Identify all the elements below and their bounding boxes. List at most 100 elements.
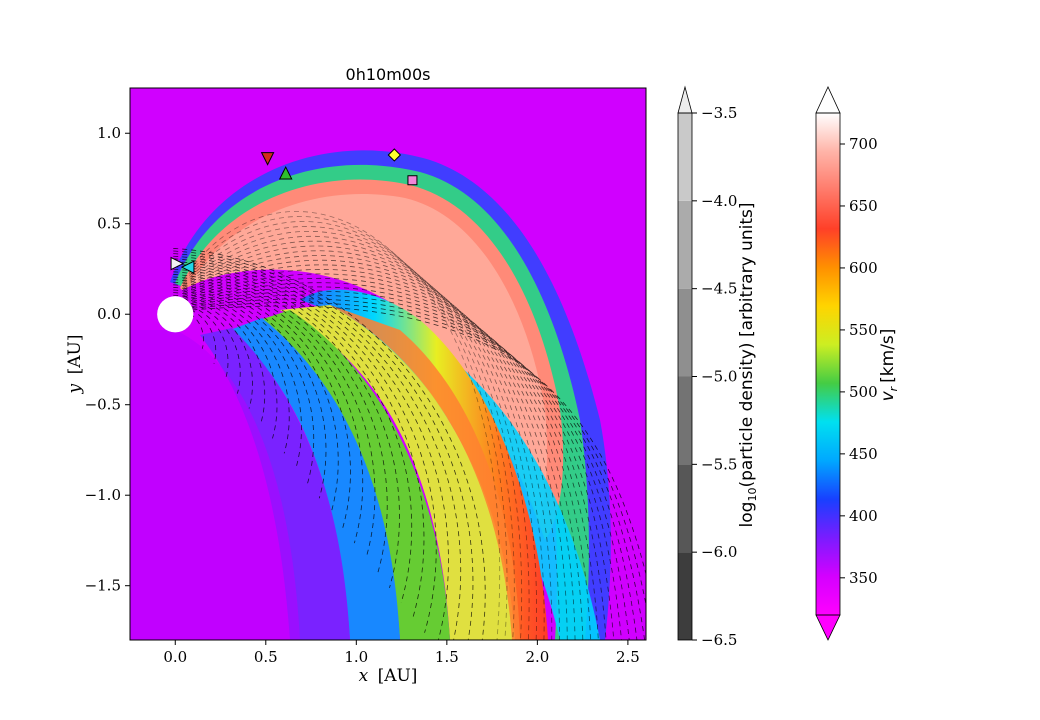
density-level-swatch [678, 376, 692, 465]
field-line [173, 253, 462, 640]
field-line [173, 289, 290, 454]
field-line [173, 300, 241, 394]
velocity-tick-label: 600 [849, 259, 878, 277]
density-tick-label: −4.5 [701, 280, 737, 298]
x-tick-label: 0.0 [163, 648, 187, 666]
density-tick-label: −5.5 [701, 455, 737, 473]
field-line-spiral [183, 294, 638, 640]
obs-cyan-marker [180, 260, 195, 274]
field-line [173, 266, 400, 589]
x-tick-label: 2.5 [616, 648, 640, 666]
density-colorbar-label: log10(particle density) [arbitrary units… [737, 203, 759, 528]
velocity-label-var: v [878, 390, 898, 401]
density-label-base: log [737, 502, 757, 528]
field-line-spiral [182, 211, 501, 640]
field-line-spiral [182, 231, 530, 640]
field-line [173, 279, 339, 514]
velocity-tick-label: 450 [849, 445, 878, 463]
field-line [173, 281, 327, 499]
chart-title: 0h10m00s [346, 65, 431, 84]
x-axis-var: x [359, 666, 369, 686]
y-axis-label: y [AU] [65, 335, 85, 395]
field-line-spiral [182, 226, 523, 640]
density-colorbar: −3.5 −4.0 −4.5 −5.0 −5.5 −6.0 −6.5 [677, 85, 737, 649]
sun-disk [157, 296, 194, 333]
field-line-spiral [183, 269, 591, 640]
density-level-swatch [678, 113, 692, 201]
plot-frame [129, 87, 647, 641]
velocity-tick-label: 550 [849, 321, 878, 339]
field-line-spiral [183, 255, 568, 640]
obs-red-marker [260, 152, 275, 166]
velocity-tick-label: 400 [849, 507, 878, 525]
density-tick-label: −5.0 [701, 368, 737, 386]
field-line [173, 294, 266, 424]
arc-green [260, 310, 450, 640]
y-tick-label: −1.5 [85, 577, 121, 595]
field-line-spiral [182, 216, 508, 640]
plot-area [130, 88, 646, 640]
field-line [173, 292, 278, 439]
velocity-colorbar-frame [815, 112, 841, 616]
obs-pink-marker [407, 175, 418, 186]
velocity-label-sub: r [887, 385, 900, 391]
field-line [173, 250, 474, 640]
velocity-colorbar: 350 400 450 500 550 600 650 700 [815, 86, 878, 641]
velocity-gradient [816, 113, 840, 615]
density-tick-label: −6.0 [701, 543, 737, 561]
density-level-swatch [678, 552, 692, 640]
observer-markers [170, 148, 418, 274]
field-line-spiral [183, 273, 599, 640]
x-axis-label: x [AU] [359, 666, 418, 686]
y-axis-ticks: 1.0 0.5 0.0 −0.5 −1.0 −1.5 [85, 124, 130, 595]
density-level-swatch [678, 464, 692, 553]
field-line [173, 261, 425, 618]
x-tick-label: 0.5 [254, 648, 278, 666]
region-fast-wind-inner [190, 194, 548, 520]
velocity-label-unit: [km/s] [878, 329, 898, 383]
arc-orange [330, 305, 520, 640]
velocity-tick-label: 700 [849, 135, 878, 153]
field-line-spiral [183, 278, 607, 640]
density-tick-label: −4.0 [701, 192, 737, 210]
arc-yellow [280, 305, 515, 640]
velocity-extend-arrow-top [815, 86, 841, 114]
density-level-swatch [678, 288, 692, 377]
obs-yellow-marker [387, 148, 402, 162]
velocity-tick-label: 650 [849, 197, 878, 215]
x-axis-ticks: 0.0 0.5 1.0 1.5 2.0 2.5 [163, 640, 640, 666]
x-axis-unit: [AU] [378, 666, 418, 686]
field-line [173, 248, 486, 640]
field-line [173, 255, 449, 640]
y-tick-label: −1.0 [85, 486, 121, 504]
field-line-spiral [183, 282, 615, 640]
x-tick-label: 1.5 [435, 648, 459, 666]
region-inner-slow [130, 330, 300, 640]
velocity-tick-label: 350 [849, 569, 878, 587]
density-label-rest: (particle density) [arbitrary units] [737, 203, 757, 488]
obs-white-marker [170, 256, 185, 271]
density-level-swatch [678, 200, 692, 289]
field-line-spiral [183, 290, 630, 640]
field-line [173, 307, 204, 349]
field-line-spiral [183, 286, 622, 640]
field-line [173, 263, 413, 603]
field-line [173, 274, 364, 544]
arc-blue [230, 318, 400, 640]
velocity-colorbar-label: vr [km/s] [878, 329, 900, 402]
field-line [173, 258, 437, 633]
density-label-sub: 10 [746, 488, 759, 502]
density-tick-label: −3.5 [701, 104, 737, 122]
x-tick-label: 1.0 [344, 648, 368, 666]
obs-green-marker [278, 165, 293, 180]
y-tick-label: −0.5 [85, 396, 121, 414]
density-tick-label: −6.5 [701, 631, 737, 649]
velocity-extend-arrow-bottom [815, 614, 841, 641]
field-line-spiral [183, 264, 584, 640]
y-tick-label: 1.0 [97, 124, 121, 142]
field-line [173, 284, 315, 484]
field-line-spiral [183, 298, 645, 640]
density-extend-arrow [677, 85, 693, 114]
y-tick-label: 0.5 [97, 215, 121, 233]
